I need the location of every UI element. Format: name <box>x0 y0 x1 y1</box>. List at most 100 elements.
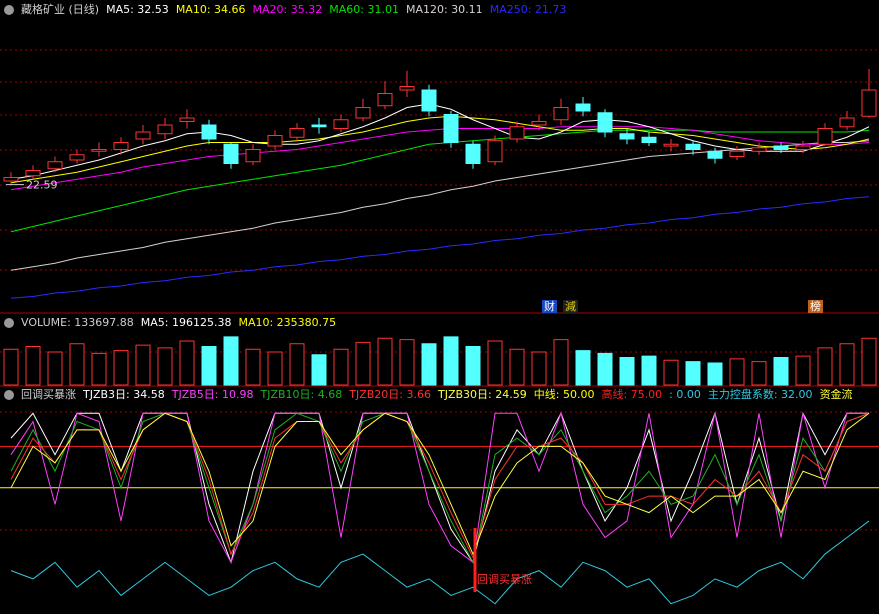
volume-bar <box>25 346 41 386</box>
legend-entry: : 0.00 <box>669 388 701 401</box>
candle-body <box>399 86 415 91</box>
candle-body <box>245 149 261 163</box>
ma-line <box>10 103 870 180</box>
candle-body <box>707 150 723 159</box>
ma-line <box>10 196 870 299</box>
candle-body <box>289 128 305 138</box>
candle-body <box>619 133 635 140</box>
candle-body <box>113 142 129 150</box>
volume-bar <box>443 336 459 386</box>
legend-entry: TJZB30日: 24.59 <box>438 388 527 401</box>
volume-bar <box>157 347 173 386</box>
candle-body <box>663 143 679 147</box>
volume-bar <box>751 361 767 386</box>
volume-bar <box>553 339 569 386</box>
grid-decor <box>0 49 879 531</box>
legend-entry: MA5: 196125.38 <box>140 316 232 329</box>
candle-body <box>157 124 173 135</box>
legend-entry: MA5: 32.53 <box>106 3 169 16</box>
volume-bar <box>619 357 635 386</box>
candle-body <box>443 114 459 143</box>
ma-line <box>10 115 870 184</box>
candle-body <box>355 107 371 119</box>
candle-body <box>641 136 657 143</box>
indicator-line <box>10 412 870 556</box>
volume-bar <box>113 350 129 386</box>
volume-bar <box>773 357 789 386</box>
icon <box>4 5 14 15</box>
legend-entry: MA20: 35.32 <box>252 3 323 16</box>
legend-entry: MA250: 21.73 <box>489 3 567 16</box>
icon <box>4 318 14 328</box>
volume-bar <box>641 355 657 386</box>
legend-entry: MA10: 235380.75 <box>238 316 337 329</box>
volume-bar <box>707 362 723 386</box>
candle-body <box>377 93 393 107</box>
volume-bar <box>465 346 481 386</box>
candle-body <box>421 89 437 112</box>
candle-body <box>597 112 613 133</box>
candle-body <box>861 89 877 117</box>
candle-body <box>685 143 701 150</box>
volume-bar <box>839 343 855 386</box>
volume-bar <box>355 341 371 386</box>
candle-body <box>47 161 63 170</box>
signal-label: 回调买暴涨 <box>477 573 532 586</box>
candle-body <box>751 147 767 152</box>
volume-bar <box>795 355 811 386</box>
legend-entry: MA10: 34.66 <box>175 3 246 16</box>
volume-bar <box>817 347 833 386</box>
chart-title: 藏格矿业 (日线) <box>21 3 100 16</box>
badge: 榜 <box>808 300 823 313</box>
candle-body <box>25 170 41 177</box>
candle-body <box>817 128 833 145</box>
ma-line <box>10 126 870 191</box>
candle-body <box>795 145 811 150</box>
indicator-line <box>10 520 870 605</box>
candle-body <box>91 149 107 152</box>
volume-bar <box>289 343 305 386</box>
legend-entry: TJZB5日: 10.98 <box>171 388 254 401</box>
volume-bar <box>333 348 349 386</box>
volume-bar <box>399 339 415 386</box>
volume-bar <box>685 361 701 386</box>
volume-bar <box>201 346 217 386</box>
header: VOLUME: 133697.88 MA5: 196125.38 MA10: 235… <box>0 315 336 331</box>
volume-bar <box>135 344 151 386</box>
volume-bar <box>3 348 19 386</box>
indicator-line <box>10 411 869 564</box>
volume-bar <box>377 337 393 386</box>
ma-line <box>10 129 870 233</box>
volume-bar <box>69 343 85 386</box>
legend-entry: 资金流 <box>819 388 853 401</box>
volume-bar <box>91 352 107 386</box>
candle-body <box>553 107 569 121</box>
min-marker-label: 22.59 <box>26 179 58 192</box>
header: 藏格矿业 (日线) MA5: 32.53 MA10: 34.66 MA20: 35.3… <box>0 2 566 18</box>
candle-body <box>223 143 239 164</box>
volume-bar <box>487 340 503 386</box>
volume-bar <box>575 350 591 386</box>
candle-body <box>201 124 217 140</box>
candle-body <box>179 117 195 122</box>
chart-title: VOLUME: 133697.88 <box>21 316 134 329</box>
legend-entry: TJZB10日: 4.68 <box>260 388 343 401</box>
volume-bar <box>531 351 547 386</box>
candle-body <box>487 140 503 163</box>
badge: 财 <box>542 300 557 313</box>
indicator-line <box>10 412 870 564</box>
volume-bar <box>861 337 877 386</box>
icon <box>4 390 14 400</box>
legend-entry: TJZB3日: 34.58 <box>83 388 165 401</box>
volume-bar <box>729 358 745 386</box>
volume-bar <box>47 351 63 386</box>
badge: 減 <box>563 300 578 313</box>
candle-body <box>135 131 151 140</box>
legend-entry: MA120: 30.11 <box>405 3 483 16</box>
legend-entry: TJZB20日: 3.66 <box>349 388 431 401</box>
volume-bar <box>311 354 327 386</box>
volume-bar <box>597 352 613 386</box>
chart-title: 回调买暴涨 <box>21 388 76 401</box>
